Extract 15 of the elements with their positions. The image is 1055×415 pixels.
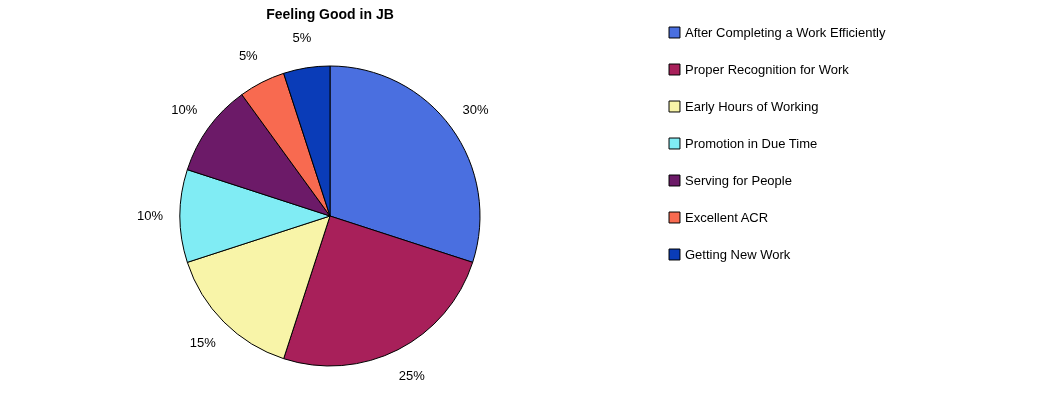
legend-label: Getting New Work [685,246,791,262]
data-label: 5% [238,47,259,63]
chart-title: Feeling Good in JB [266,6,394,22]
legend-label: Proper Recognition for Work [685,61,850,77]
legend-label: Serving for People [685,172,792,188]
legend-label: Excellent ACR [685,209,769,225]
data-label: 25% [398,368,426,384]
data-label: 10% [136,208,164,223]
legend-label: Early Hours of Working [685,98,819,114]
data-label: 5% [292,30,312,46]
data-label: 10% [171,102,198,118]
data-label: 15% [189,335,217,351]
legend-label: Promotion in Due Time [685,135,818,151]
data-label: 30% [462,102,490,118]
legend-label: After Completing a Work Efficiently [685,24,886,40]
